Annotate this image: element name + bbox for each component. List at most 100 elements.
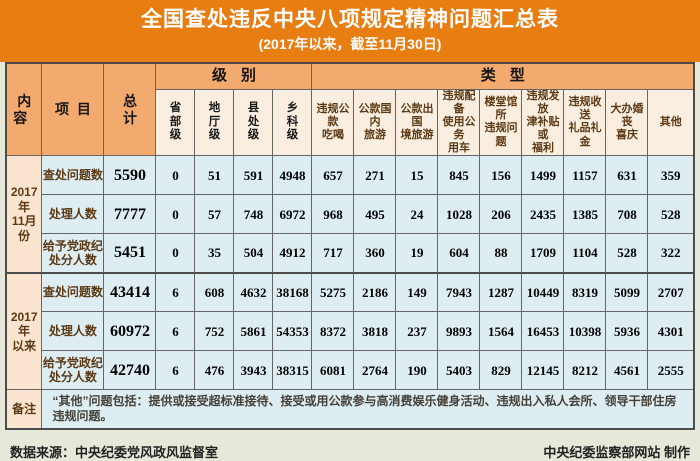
value-cell: 3818 xyxy=(353,311,397,352)
value-cell: 24 xyxy=(395,194,439,235)
value-cell: 156 xyxy=(479,155,523,196)
value-cell: 149 xyxy=(395,271,439,313)
header-type-dining: 违规公款 吃喝 xyxy=(311,88,355,157)
item-cell: 查处问题数 xyxy=(41,271,105,313)
value-cell: 359 xyxy=(647,155,695,196)
value-cell: 0 xyxy=(155,155,196,196)
value-cell: 1028 xyxy=(437,194,481,235)
value-cell: 6 xyxy=(155,311,196,352)
value-cell: 16453 xyxy=(521,311,565,352)
header-type-other: 其他 xyxy=(647,88,695,157)
header-type-domestic-travel: 公款国内 旅游 xyxy=(353,88,397,157)
value-cell: 6972 xyxy=(272,194,313,235)
value-cell: 1709 xyxy=(521,233,565,274)
value-cell: 4948 xyxy=(272,155,313,196)
value-cell: 206 xyxy=(479,194,523,235)
value-cell: 8212 xyxy=(563,350,607,391)
value-cell: 5936 xyxy=(605,311,649,352)
value-cell: 88 xyxy=(479,233,523,274)
note-text: “其他”问题包括：提供或接受超标准接待、接受或用公款参与高消费娱乐健身活动、违规… xyxy=(41,389,695,430)
value-cell: 0 xyxy=(155,194,196,235)
note-label: 备注 xyxy=(5,389,43,430)
value-cell: 4561 xyxy=(605,350,649,391)
total-cell: 43414 xyxy=(103,271,157,313)
header-content: 内容 xyxy=(5,62,43,157)
value-cell: 528 xyxy=(605,233,649,274)
value-cell: 2764 xyxy=(353,350,397,391)
footer-credit: 中央纪委监察部网站 制作 xyxy=(543,444,690,460)
footer: 数据来源：中央纪委党风政风监督室 中央纪委监察部网站 制作 xyxy=(10,430,690,461)
table-row: 备注 “其他”问题包括：提供或接受超标准接待、接受或用公款参与高消费娱乐健身活动… xyxy=(5,389,695,430)
value-cell: 2186 xyxy=(353,271,397,313)
value-cell: 6 xyxy=(155,271,196,313)
value-cell: 3943 xyxy=(233,350,274,391)
value-cell: 4632 xyxy=(233,271,274,313)
value-cell: 10398 xyxy=(563,311,607,352)
value-cell: 6 xyxy=(155,350,196,391)
page-title: 全国查处违反中央八项规定精神问题汇总表 xyxy=(141,8,559,32)
value-cell: 57 xyxy=(194,194,235,235)
value-cell: 717 xyxy=(311,233,355,274)
value-cell: 271 xyxy=(353,155,397,196)
value-cell: 476 xyxy=(194,350,235,391)
value-cell: 608 xyxy=(194,271,235,313)
value-cell: 657 xyxy=(311,155,355,196)
header-level-province: 省 部 级 xyxy=(155,88,196,157)
total-cell: 5590 xyxy=(103,155,157,196)
header-level-county: 县 处 级 xyxy=(233,88,274,157)
header-type-allowances: 违规发放 津补贴或 福利 xyxy=(521,88,565,157)
item-cell: 给予党政纪 处分人数 xyxy=(41,233,105,274)
total-cell: 5451 xyxy=(103,233,157,274)
header-type-ceremonies: 大办婚丧 喜庆 xyxy=(605,88,649,157)
value-cell: 495 xyxy=(353,194,397,235)
value-cell: 1157 xyxy=(563,155,607,196)
header-type-official-cars: 违规配备 使用公务 用车 xyxy=(437,88,481,157)
value-cell: 5403 xyxy=(437,350,481,391)
value-cell: 12145 xyxy=(521,350,565,391)
header-type-buildings: 楼堂馆所 违规问题 xyxy=(479,88,523,157)
total-cell: 60972 xyxy=(103,311,157,352)
value-cell: 35 xyxy=(194,233,235,274)
period-cell-since-2017: 2017年 以来 xyxy=(5,271,43,391)
value-cell: 19 xyxy=(395,233,439,274)
value-cell: 5099 xyxy=(605,271,649,313)
table-row: 处理人数 60972 6 752 5861 54353 8372 3818 23… xyxy=(6,311,695,352)
value-cell: 1564 xyxy=(479,311,523,352)
header-type-group: 类型 xyxy=(311,62,695,90)
value-cell: 1499 xyxy=(521,155,565,196)
table-row: 给予党政纪 处分人数 42740 6 476 3943 38315 6081 2… xyxy=(6,350,695,391)
value-cell: 2707 xyxy=(647,271,695,313)
item-cell: 处理人数 xyxy=(41,194,105,235)
value-cell: 1104 xyxy=(563,233,607,274)
header-type-gifts: 违规收送 礼品礼金 xyxy=(563,88,607,157)
value-cell: 504 xyxy=(233,233,274,274)
value-cell: 4912 xyxy=(272,233,313,274)
item-cell: 查处问题数 xyxy=(41,155,105,196)
title-banner: 全国查处违反中央八项规定精神问题汇总表 (2017年以来，截至11月30日) xyxy=(0,0,700,62)
value-cell: 6081 xyxy=(311,350,355,391)
value-cell: 5275 xyxy=(311,271,355,313)
value-cell: 190 xyxy=(395,350,439,391)
value-cell: 829 xyxy=(479,350,523,391)
page-subtitle: (2017年以来，截至11月30日) xyxy=(258,35,442,52)
period-cell-november: 2017年 11月份 xyxy=(5,155,43,274)
value-cell: 2555 xyxy=(647,350,695,391)
header-level-group: 级别 xyxy=(155,62,313,90)
value-cell: 708 xyxy=(605,194,649,235)
value-cell: 1385 xyxy=(563,194,607,235)
value-cell: 54353 xyxy=(272,311,313,352)
value-cell: 51 xyxy=(194,155,235,196)
summary-table: 内容 项目 总 计 级别 类型 省 部 级 地 厅 级 县 处 级 乡 科 级 … xyxy=(4,62,696,430)
value-cell: 752 xyxy=(194,311,235,352)
value-cell: 8319 xyxy=(563,271,607,313)
total-cell: 42740 xyxy=(103,350,157,391)
value-cell: 8372 xyxy=(311,311,355,352)
footer-source: 数据来源：中央纪委党风政风监督室 xyxy=(10,444,219,460)
item-cell: 处理人数 xyxy=(41,311,105,352)
header-level-township: 乡 科 级 xyxy=(272,88,313,157)
value-cell: 604 xyxy=(437,233,481,274)
value-cell: 360 xyxy=(353,233,397,274)
header-total: 总 计 xyxy=(103,62,157,157)
value-cell: 237 xyxy=(395,311,439,352)
value-cell: 10449 xyxy=(521,271,565,313)
